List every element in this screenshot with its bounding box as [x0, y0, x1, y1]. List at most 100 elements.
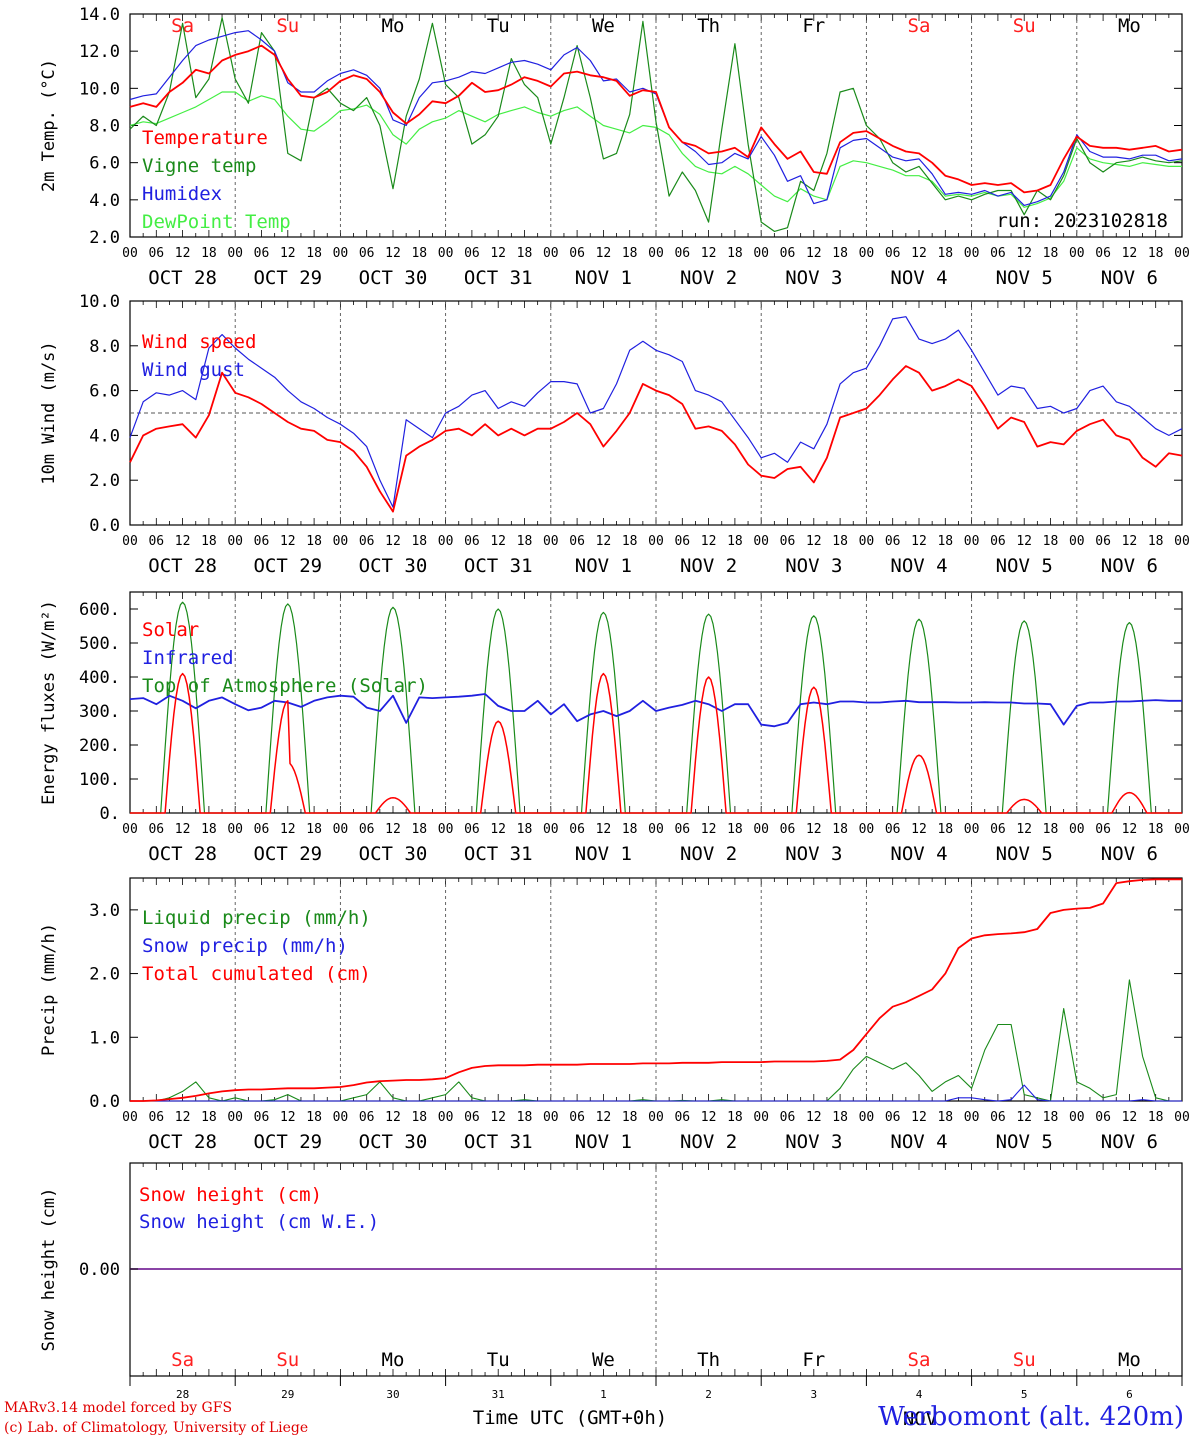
- precip-hour-label: 06: [464, 1110, 480, 1125]
- precip-hour-label: 12: [596, 1110, 612, 1125]
- day-number-label: 3: [810, 1388, 817, 1401]
- temperature-date-label: NOV 6: [1101, 267, 1158, 289]
- wind-hour-label: 00: [753, 534, 769, 549]
- legend-liquid-precip-mm-h-: Liquid precip (mm/h): [142, 907, 371, 929]
- temperature-date-label: OCT 29: [253, 267, 322, 289]
- precip-hour-label: 06: [674, 1110, 690, 1125]
- energy-hour-label: 12: [806, 822, 822, 837]
- temperature-hour-label: 06: [464, 246, 480, 261]
- precip-hour-label: 00: [543, 1110, 559, 1125]
- energy-hour-label: 12: [490, 822, 506, 837]
- precip-hour-label: 12: [701, 1110, 717, 1125]
- temperature-hour-label: 00: [1174, 246, 1190, 261]
- wind-hour-label: 06: [359, 534, 375, 549]
- time-axis-title: Time UTC (GMT+0h): [473, 1407, 667, 1429]
- energy-date-label: OCT 29: [253, 843, 322, 865]
- temperature-hour-label: 12: [490, 246, 506, 261]
- legend-infrared: Infrared: [142, 647, 234, 669]
- wind-date-label: OCT 31: [464, 555, 533, 577]
- wind-hour-label: 00: [1069, 534, 1085, 549]
- snow-weekday-label: Th: [697, 1349, 720, 1371]
- temperature-hour-label: 00: [438, 246, 454, 261]
- wind-date-label: NOV 5: [996, 555, 1053, 577]
- energy-hour-label: 00: [543, 822, 559, 837]
- legend-snow-height-cm-w-e-: Snow height (cm W.E.): [139, 1211, 379, 1233]
- energy-date-label: NOV 5: [996, 843, 1053, 865]
- wind-hour-label: 18: [1148, 534, 1164, 549]
- precip-ytick-label: 2.0: [89, 965, 120, 985]
- series-dewpoint-temp: [129, 91, 1182, 208]
- energy-hour-label: 18: [937, 822, 953, 837]
- energy-hour-label: 00: [1069, 822, 1085, 837]
- temperature-hour-label: 00: [648, 246, 664, 261]
- precip-hour-label: 12: [1122, 1110, 1138, 1125]
- precip-ylabel: Precip (mm/h): [39, 923, 59, 1056]
- snow-weekday-label: Mo: [382, 1349, 405, 1371]
- temperature-date-label: NOV 2: [680, 267, 737, 289]
- wind-hour-label: 06: [464, 534, 480, 549]
- wind-hour-label: 06: [148, 534, 164, 549]
- wind-hour-label: 12: [1122, 534, 1138, 549]
- precip-hour-label: 06: [359, 1110, 375, 1125]
- energy-date-label: NOV 3: [785, 843, 842, 865]
- precip-date-label: NOV 1: [575, 1131, 632, 1153]
- wind-hour-label: 12: [701, 534, 717, 549]
- wind-hour-label: 12: [280, 534, 296, 549]
- energy-hour-label: 06: [569, 822, 585, 837]
- temperature-date-label: NOV 4: [890, 267, 947, 289]
- wind-hour-label: 00: [1174, 534, 1190, 549]
- wind-ytick-label: 8.0: [89, 337, 120, 357]
- energy-hour-label: 00: [753, 822, 769, 837]
- energy-ytick-label: 300.: [79, 702, 120, 722]
- precip-date-label: NOV 5: [996, 1131, 1053, 1153]
- energy-hour-label: 18: [832, 822, 848, 837]
- wind-hour-label: 00: [543, 534, 559, 549]
- wind-ytick-label: 6.0: [89, 382, 120, 402]
- temperature-hour-label: 06: [990, 246, 1006, 261]
- temperature-date-label: OCT 30: [359, 267, 428, 289]
- temperature-ytick-label: 12.0: [79, 42, 120, 62]
- energy-hour-label: 06: [1095, 822, 1111, 837]
- energy-hour-label: 18: [622, 822, 638, 837]
- wind-date-label: OCT 28: [148, 555, 217, 577]
- energy-ytick-label: 200.: [79, 736, 120, 756]
- temperature-hour-label: 06: [780, 246, 796, 261]
- legend-wind-gust: Wind gust: [142, 359, 245, 381]
- wind-date-label: NOV 2: [680, 555, 737, 577]
- weekday-label: Su: [1013, 15, 1036, 37]
- precip-hour-label: 00: [648, 1110, 664, 1125]
- energy-date-label: NOV 6: [1101, 843, 1158, 865]
- snow-ylabel: Snow height (cm): [39, 1188, 59, 1352]
- precip-date-label: NOV 6: [1101, 1131, 1158, 1153]
- weekday-label: Tu: [487, 15, 510, 37]
- precip-hour-label: 12: [806, 1110, 822, 1125]
- temperature-hour-label: 18: [937, 246, 953, 261]
- precip-hour-label: 18: [1043, 1110, 1059, 1125]
- temperature-ytick-label: 4.0: [89, 191, 120, 211]
- energy-ytick-label: 400.: [79, 668, 120, 688]
- precip-hour-label: 12: [175, 1110, 191, 1125]
- precip-hour-label: 00: [1069, 1110, 1085, 1125]
- temperature-hour-label: 06: [569, 246, 585, 261]
- energy-hour-label: 00: [333, 822, 349, 837]
- wind-hour-label: 12: [490, 534, 506, 549]
- wind-hour-label: 12: [911, 534, 927, 549]
- lab-credit: (c) Lab. of Climatology, University of L…: [4, 1420, 309, 1436]
- temperature-hour-label: 12: [280, 246, 296, 261]
- precip-hour-label: 00: [1174, 1110, 1190, 1125]
- precip-hour-label: 18: [727, 1110, 743, 1125]
- temperature-hour-label: 18: [1043, 246, 1059, 261]
- temperature-hour-label: 06: [1095, 246, 1111, 261]
- wind-hour-label: 06: [254, 534, 270, 549]
- temperature-hour-label: 12: [701, 246, 717, 261]
- series-infrared: [129, 693, 1182, 728]
- weekday-label: We: [592, 15, 615, 37]
- temperature-ytick-label: 8.0: [89, 117, 120, 137]
- temperature-hour-label: 12: [1016, 246, 1032, 261]
- precip-hour-label: 00: [964, 1110, 980, 1125]
- energy-date-label: OCT 31: [464, 843, 533, 865]
- snow-weekday-label: Tu: [487, 1349, 510, 1371]
- energy-hour-label: 12: [1122, 822, 1138, 837]
- wind-ytick-label: 10.0: [79, 292, 120, 312]
- energy-hour-label: 06: [674, 822, 690, 837]
